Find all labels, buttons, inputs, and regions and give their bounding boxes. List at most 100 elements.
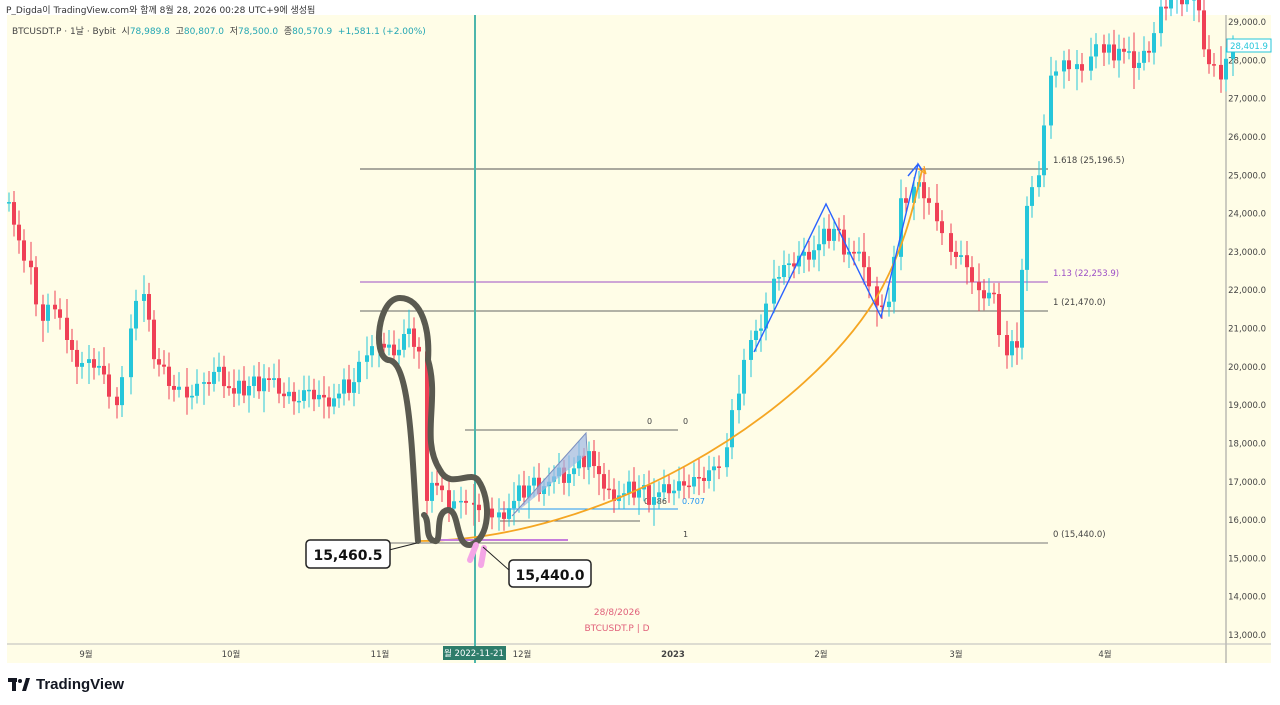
candle-body <box>982 290 986 299</box>
fib-level-label: 1.13 (22,253.9) <box>1053 269 1119 279</box>
candle-body <box>257 376 261 392</box>
x-tick-label: 11월 <box>371 649 390 660</box>
small-fib-label: 0.707 <box>682 497 705 506</box>
candle-body <box>352 382 356 393</box>
candle-body <box>317 394 321 400</box>
candle-body <box>1185 0 1189 5</box>
candle-body <box>597 466 601 475</box>
candle-body <box>717 466 721 468</box>
candle-body <box>207 382 211 384</box>
small-fib-label: 0 <box>683 417 688 426</box>
candle-body <box>749 339 753 360</box>
tradingview-brand[interactable]: TradingView <box>8 676 124 693</box>
candle-body <box>272 378 276 380</box>
y-tick-label: 28,000.0 <box>1228 56 1266 66</box>
annotation-leader <box>388 542 418 551</box>
candle-body <box>242 380 246 396</box>
candle-body <box>662 484 666 493</box>
candle-body <box>827 228 831 241</box>
candle-body <box>65 317 69 340</box>
candle-body <box>357 361 361 383</box>
candle-body <box>692 477 696 487</box>
candle-body <box>927 198 931 203</box>
candle-body <box>297 400 301 403</box>
candle-body <box>87 359 91 363</box>
small-fib-label: 1 <box>683 530 688 539</box>
candle-body <box>607 488 611 491</box>
candle-body <box>954 251 958 257</box>
y-tick-label: 27,000.0 <box>1228 95 1266 105</box>
candle-body <box>34 267 38 305</box>
candle-body <box>347 379 351 393</box>
candle-body <box>1042 125 1046 176</box>
last-price-label: 28,401.9 <box>1230 42 1268 52</box>
candle-body <box>477 504 481 511</box>
candle-body <box>102 365 106 375</box>
change-value: +1,581.1 (+2.00%) <box>337 27 426 37</box>
candle-body <box>1207 49 1211 65</box>
candle-body <box>58 309 62 318</box>
candle-body <box>387 344 391 348</box>
candle-body <box>959 255 963 257</box>
y-tick-label: 29,000.0 <box>1228 18 1266 28</box>
crosshair-date-label: 월 2022-11-21 <box>444 648 504 659</box>
candle-body <box>622 493 626 496</box>
candle-body <box>1005 335 1009 356</box>
candle-body <box>1025 205 1029 270</box>
candle-body <box>22 240 26 261</box>
candle-body <box>217 366 221 372</box>
candle-body <box>337 393 341 399</box>
candle-body <box>172 385 176 390</box>
pink-marker <box>467 542 487 568</box>
candle-body <box>1169 0 1173 9</box>
x-tick-label: 12월 <box>513 649 532 660</box>
candle-body <box>402 333 406 350</box>
y-tick-label: 18,000.0 <box>1228 439 1266 449</box>
low-label: 저 <box>229 27 238 37</box>
candle-body <box>965 255 969 268</box>
y-tick-label: 22,000.0 <box>1228 286 1266 296</box>
fib-level-label: 0 (15,440.0) <box>1053 530 1106 540</box>
candle-body <box>464 500 468 503</box>
candle-body <box>817 244 821 251</box>
candle-body <box>1202 10 1206 50</box>
candle-body <box>1224 58 1228 80</box>
candle-body <box>1159 6 1163 34</box>
fib-level-label: 1 (21,470.0) <box>1053 298 1106 308</box>
annotation-label: 15,440.0 <box>515 568 584 584</box>
x-tick-label: 2월 <box>814 649 827 660</box>
candle-body <box>70 339 74 350</box>
candle-body <box>935 202 939 222</box>
y-tick-label: 17,000.0 <box>1228 478 1266 488</box>
y-tick-label: 14,000.0 <box>1228 593 1266 603</box>
candle-body <box>190 395 194 398</box>
fib-level-label: 1.618 (25,196.5) <box>1053 156 1125 166</box>
candle-body <box>1062 60 1066 72</box>
candle-body <box>435 482 439 486</box>
y-tick-label: 21,000.0 <box>1228 325 1266 335</box>
candle-body <box>1122 48 1126 52</box>
candle-body <box>787 263 791 266</box>
candle-body <box>587 451 591 468</box>
candle-body <box>237 380 241 394</box>
candle-body <box>702 477 706 481</box>
candle-body <box>142 294 146 301</box>
y-tick-label: 20,000.0 <box>1228 363 1266 373</box>
candle-body <box>1094 44 1098 57</box>
candle-body <box>802 251 806 256</box>
candle-body <box>1142 50 1146 63</box>
candle-body <box>365 355 369 362</box>
candle-body <box>412 328 416 347</box>
parabolic-curve <box>419 169 923 542</box>
candle-body <box>157 359 161 365</box>
chart-area[interactable] <box>7 15 1271 663</box>
candle-body <box>120 377 124 406</box>
candle-body <box>562 467 566 483</box>
candle-body <box>97 365 101 368</box>
high-label: 고 <box>175 27 184 37</box>
candle-body <box>1015 341 1019 348</box>
candle-body <box>407 328 411 334</box>
annotation-box <box>305 539 391 569</box>
candle-body <box>452 501 456 509</box>
